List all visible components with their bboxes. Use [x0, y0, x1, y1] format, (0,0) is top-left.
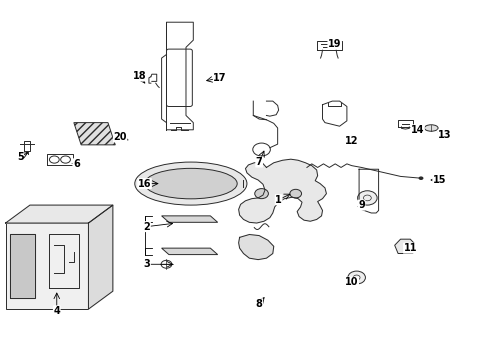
Polygon shape — [238, 159, 326, 223]
Circle shape — [418, 176, 423, 180]
Polygon shape — [10, 234, 35, 298]
Text: 16: 16 — [138, 179, 151, 189]
Text: 17: 17 — [213, 73, 226, 83]
Text: 4: 4 — [53, 306, 60, 316]
Ellipse shape — [424, 125, 437, 131]
Polygon shape — [161, 248, 217, 255]
Ellipse shape — [135, 162, 246, 205]
Text: 15: 15 — [432, 175, 446, 185]
Text: 3: 3 — [143, 259, 150, 269]
Text: 7: 7 — [255, 157, 262, 167]
Polygon shape — [74, 123, 115, 145]
Circle shape — [289, 189, 301, 198]
Text: 12: 12 — [345, 136, 358, 145]
Text: 18: 18 — [133, 71, 146, 81]
Text: 10: 10 — [345, 277, 358, 287]
Text: 13: 13 — [437, 130, 450, 140]
Text: 5: 5 — [17, 152, 23, 162]
Polygon shape — [88, 205, 113, 309]
Circle shape — [357, 191, 376, 205]
Polygon shape — [394, 239, 415, 253]
Polygon shape — [5, 223, 88, 309]
Text: 19: 19 — [327, 39, 341, 49]
Polygon shape — [161, 216, 217, 222]
Ellipse shape — [144, 168, 237, 199]
Circle shape — [254, 189, 268, 199]
Polygon shape — [5, 205, 113, 223]
Text: 11: 11 — [403, 243, 416, 253]
Circle shape — [304, 165, 309, 170]
Text: 14: 14 — [410, 125, 424, 135]
Text: 6: 6 — [73, 159, 80, 169]
Text: 20: 20 — [113, 132, 127, 142]
Text: 1: 1 — [275, 195, 282, 205]
Text: 2: 2 — [143, 222, 150, 231]
Text: 9: 9 — [357, 200, 364, 210]
Polygon shape — [238, 234, 273, 260]
Circle shape — [347, 271, 365, 284]
Text: 8: 8 — [255, 299, 262, 309]
